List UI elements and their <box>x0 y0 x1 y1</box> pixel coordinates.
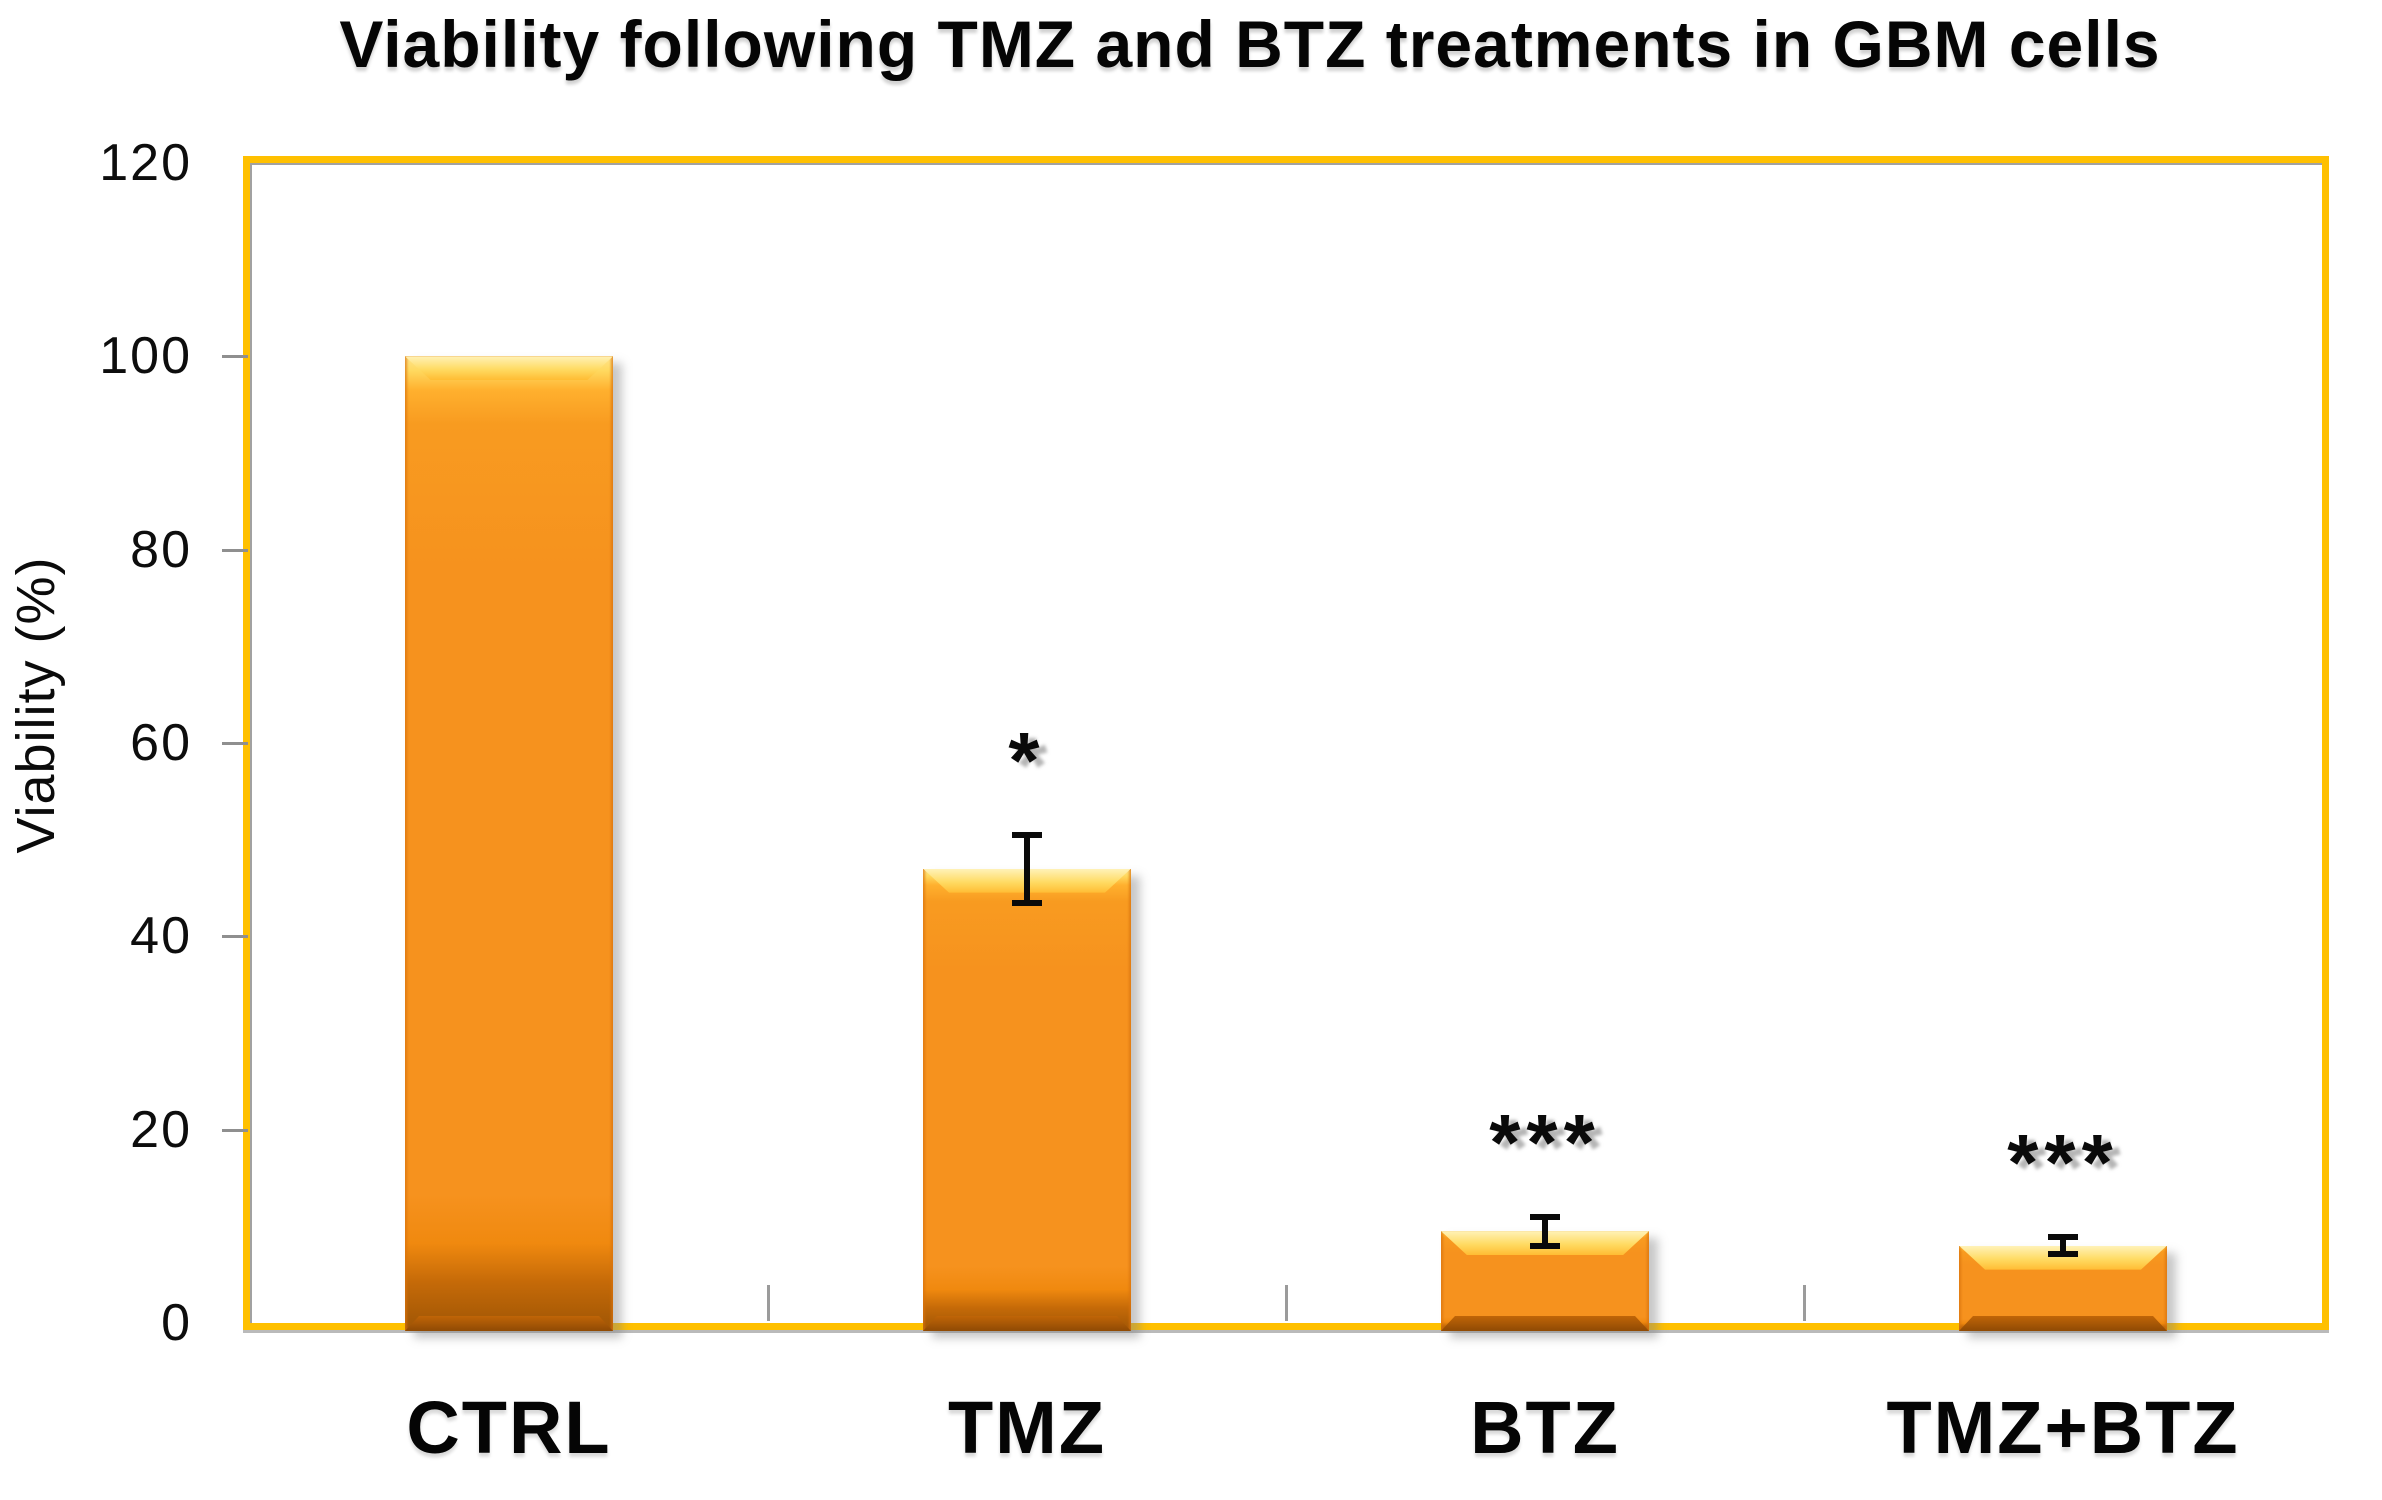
y-tick-mark <box>222 548 248 552</box>
bar-bottom-bevel <box>1959 1316 2167 1331</box>
error-bar-line <box>1024 834 1030 903</box>
error-bar-cap-top <box>1012 831 1042 838</box>
significance-marker: *** <box>1489 1097 1601 1187</box>
significance-marker: * <box>1008 715 1046 805</box>
y-tick-mark <box>222 1128 248 1132</box>
y-tick-label: 20 <box>130 1100 192 1159</box>
y-tick-mark <box>222 355 248 359</box>
y-tick-label: 60 <box>130 714 192 772</box>
bar-top-bevel <box>405 356 613 380</box>
bar-bottom-bevel <box>405 1316 613 1331</box>
y-tick-mark <box>222 742 248 745</box>
bar-bottom-bevel <box>923 1316 1131 1331</box>
error-bar-cap-bottom <box>1012 899 1042 906</box>
y-tick-label: 0 <box>161 1294 192 1352</box>
error-bar-line <box>2060 1236 2066 1255</box>
y-tick-mark <box>222 935 248 939</box>
bar <box>923 868 1131 1331</box>
x-tick-label: BTZ <box>1470 1386 1620 1469</box>
x-tick-label: TMZ <box>947 1386 1107 1469</box>
error-bar-cap-bottom <box>1530 1242 1560 1249</box>
bar <box>1959 1245 2167 1331</box>
error-bar-cap-top <box>1530 1213 1560 1220</box>
y-tick-label: 100 <box>99 327 192 386</box>
category-separator-tick <box>1803 1285 1806 1321</box>
error-bar-cap-top <box>2048 1233 2078 1240</box>
y-tick-label: 120 <box>99 134 192 192</box>
y-tick-label: 40 <box>130 907 192 966</box>
chart-title: Viability following TMZ and BTZ treatmen… <box>339 7 2161 81</box>
significance-marker: *** <box>2007 1117 2119 1207</box>
category-separator-tick <box>767 1285 770 1321</box>
error-bar-cap-bottom <box>2048 1251 2078 1258</box>
x-tick-label: CTRL <box>406 1386 612 1469</box>
category-separator-tick <box>1285 1285 1288 1321</box>
x-tick-label: TMZ+BTZ <box>1886 1386 2240 1469</box>
y-tick-label: 80 <box>130 520 192 579</box>
error-bar-line <box>1542 1216 1548 1246</box>
bar-bottom-bevel <box>1441 1316 1649 1331</box>
bar <box>405 356 613 1331</box>
